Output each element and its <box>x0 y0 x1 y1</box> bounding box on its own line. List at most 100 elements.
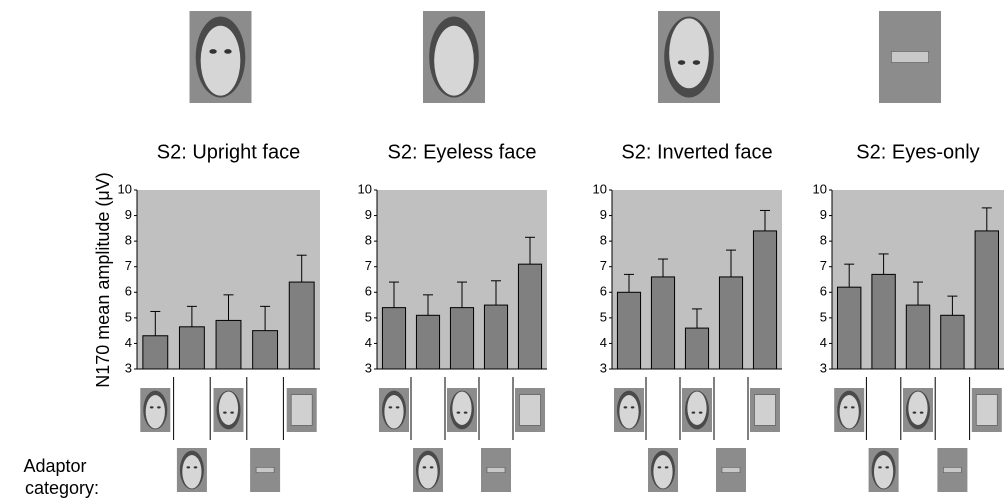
stimulus-image <box>214 388 244 432</box>
stimulus-image <box>903 388 933 432</box>
face <box>418 455 437 488</box>
stimulus-image <box>250 448 280 492</box>
bar <box>382 308 405 369</box>
eyes <box>487 467 505 472</box>
bar <box>216 320 241 369</box>
eye <box>423 466 427 468</box>
eye <box>224 49 231 54</box>
y-tick-label: 8 <box>365 233 372 248</box>
face <box>669 18 709 88</box>
eyes <box>256 467 274 472</box>
eye <box>624 406 628 408</box>
stimulus-image <box>481 448 511 492</box>
bar <box>253 331 278 369</box>
bar <box>518 264 541 369</box>
y-tick-label: 4 <box>820 335 827 350</box>
y-axis-label: N170 mean amplitude (μV) <box>93 172 113 387</box>
y-tick-label: 6 <box>365 284 372 299</box>
y-tick-label: 5 <box>125 309 132 324</box>
eye <box>878 466 882 468</box>
y-tick-label: 7 <box>365 258 372 273</box>
eye <box>631 406 635 408</box>
y-tick-label: 5 <box>820 309 827 324</box>
eye <box>913 412 917 414</box>
eye <box>430 466 434 468</box>
face <box>452 392 471 425</box>
bar <box>685 328 708 369</box>
face <box>687 392 706 425</box>
adaptor-label: category: <box>25 478 99 498</box>
eye <box>665 466 669 468</box>
eye <box>658 466 662 468</box>
bar <box>179 327 204 369</box>
house <box>520 395 541 426</box>
eye <box>230 412 234 414</box>
y-tick-label: 7 <box>820 258 827 273</box>
stimulus-image <box>648 448 678 492</box>
stimulus-image <box>614 388 644 432</box>
house <box>755 395 776 426</box>
eye <box>209 49 216 54</box>
eye <box>223 412 227 414</box>
face <box>653 455 672 488</box>
page: {"chart_data": [ {"type": "bar", "title"… <box>0 0 1006 501</box>
y-tick-label: 6 <box>125 284 132 299</box>
bar <box>617 292 640 369</box>
y-tick-label: 4 <box>600 335 607 350</box>
y-tick-label: 10 <box>813 181 827 196</box>
eye <box>885 466 889 468</box>
eye <box>678 60 685 65</box>
y-tick-label: 3 <box>125 360 132 375</box>
stimulus-image <box>177 448 207 492</box>
y-tick-label: 9 <box>820 207 827 222</box>
eye <box>457 412 461 414</box>
y-tick-label: 3 <box>365 360 372 375</box>
y-tick-label: 8 <box>600 233 607 248</box>
panel-title: S2: Eyes-only <box>856 141 979 163</box>
panel-title: S2: Inverted face <box>621 141 772 163</box>
stimulus-image <box>447 388 477 432</box>
y-tick-label: 4 <box>365 335 372 350</box>
y-tick-label: 9 <box>365 207 372 222</box>
y-tick-label: 5 <box>365 309 372 324</box>
bar <box>719 277 742 369</box>
panel-title: S2: Eyeless face <box>388 141 537 163</box>
y-tick-label: 9 <box>125 207 132 222</box>
eye <box>693 60 700 65</box>
bar <box>906 305 929 369</box>
bar <box>975 231 998 369</box>
stimulus-image <box>413 448 443 492</box>
eye <box>692 412 696 414</box>
eye <box>844 406 848 408</box>
stimulus-image <box>972 388 1002 432</box>
eye <box>396 406 400 408</box>
eye <box>851 406 855 408</box>
bar <box>872 274 895 369</box>
bar <box>416 315 439 369</box>
face <box>619 395 638 428</box>
y-tick-label: 10 <box>118 181 132 196</box>
face <box>840 395 859 428</box>
eyes <box>891 51 928 62</box>
y-tick-label: 3 <box>820 360 827 375</box>
eye <box>389 406 393 408</box>
eye <box>194 466 198 468</box>
face <box>434 26 474 96</box>
bar <box>651 277 674 369</box>
face <box>182 455 201 488</box>
y-tick-label: 7 <box>600 258 607 273</box>
face <box>146 395 165 428</box>
stimulus-image <box>379 388 409 432</box>
stimulus-image <box>869 448 899 492</box>
y-tick-label: 3 <box>600 360 607 375</box>
y-tick-label: 10 <box>593 181 607 196</box>
y-tick-label: 4 <box>125 335 132 350</box>
bar <box>941 315 964 369</box>
face <box>219 392 238 425</box>
bar <box>484 305 507 369</box>
stimulus-image <box>834 388 864 432</box>
eye <box>464 412 468 414</box>
face <box>384 395 403 428</box>
bar <box>838 287 861 369</box>
bar <box>143 336 168 369</box>
